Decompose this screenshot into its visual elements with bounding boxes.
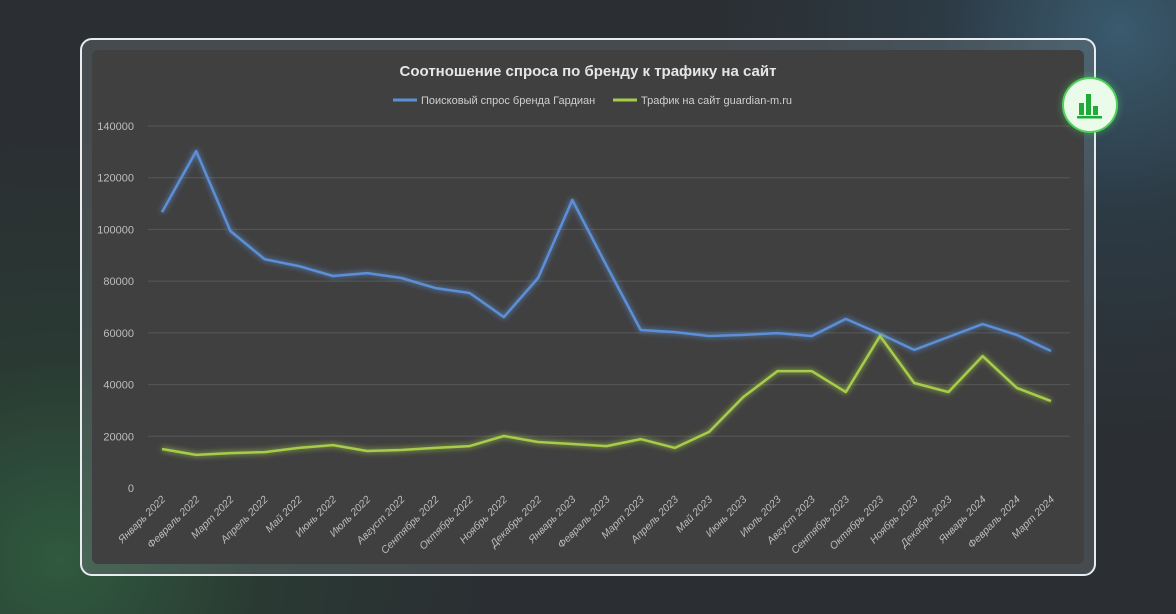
- series-line-1: [161, 334, 1052, 457]
- chart-badge: [1062, 77, 1118, 133]
- legend: Поисковый спрос бренда Гардиан Трафик на …: [393, 95, 792, 107]
- y-tick-label: 60000: [103, 328, 134, 340]
- series-lines: [160, 149, 1052, 457]
- chart-title: Соотношение спроса по бренду к трафику н…: [400, 63, 777, 80]
- x-tick-label: Сентябрь 2022: [379, 494, 442, 557]
- y-tick-label: 140000: [97, 121, 134, 133]
- y-tick-label: 40000: [103, 380, 134, 392]
- gridlines: [148, 125, 1070, 437]
- chart-panel: [92, 50, 1084, 564]
- y-tick-label: 100000: [97, 224, 134, 236]
- y-tick-label: 120000: [97, 173, 134, 185]
- bar-chart-icon: [1077, 94, 1102, 119]
- legend-label: Трафик на сайт guardian-m.ru: [641, 95, 792, 107]
- legend-label: Поисковый спрос бренда Гардиан: [421, 95, 595, 107]
- series-line-0: [160, 149, 1052, 353]
- y-tick-label: 20000: [103, 431, 134, 443]
- y-tick-label: 80000: [103, 276, 134, 288]
- x-tick-label: Сентябрь 2023: [789, 494, 852, 557]
- y-tick-label: 0: [128, 483, 134, 495]
- y-axis: 0 20000 40000 60000 80000 100000 120000 140000: [97, 121, 134, 495]
